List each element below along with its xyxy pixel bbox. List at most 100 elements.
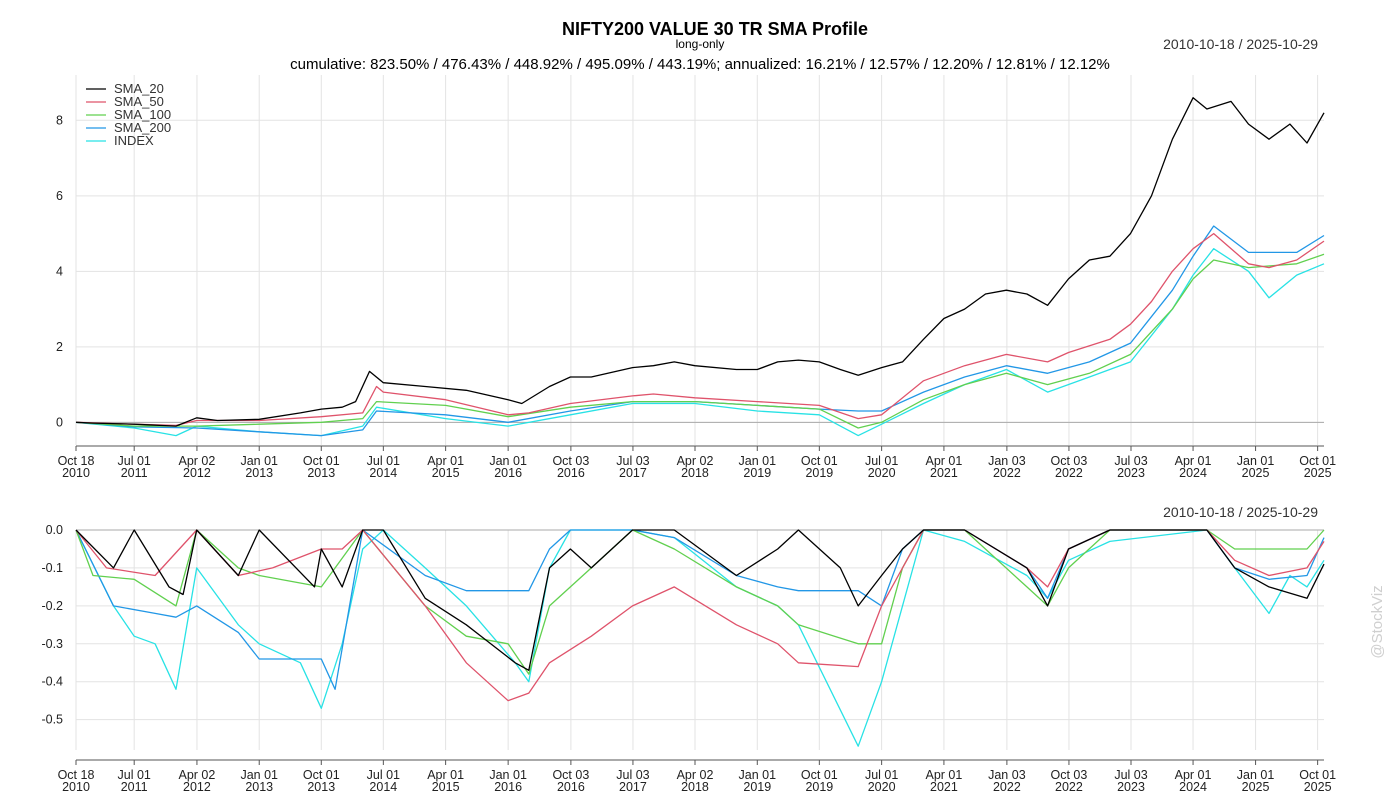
x-tick-year-label: 2021 — [930, 466, 958, 480]
stats-line: cumulative: 823.50% / 476.43% / 448.92% … — [290, 56, 1110, 73]
date-range-bottom: 2010-10-18 / 2025-10-29 — [1163, 504, 1318, 520]
x-tick-label: Oct 03 — [552, 768, 589, 782]
x-tick-label: Oct 03 — [1051, 768, 1088, 782]
y-tick-label: -0.1 — [41, 561, 63, 575]
y-tick-label: 6 — [56, 189, 63, 203]
x-tick-year-label: 2022 — [1055, 780, 1083, 794]
chart-title: NIFTY200 VALUE 30 TR SMA Profile — [562, 19, 868, 39]
x-tick-label: Jan 01 — [1237, 454, 1275, 468]
x-tick-label: Oct 01 — [801, 768, 838, 782]
grid — [75, 75, 1324, 445]
x-tick-label: Jul 01 — [367, 768, 400, 782]
x-tick-label: Jul 01 — [865, 454, 898, 468]
watermark: @StockViz — [1369, 585, 1386, 658]
x-tick-label: Oct 03 — [552, 454, 589, 468]
x-tick-label: Jan 01 — [1237, 768, 1275, 782]
chart-subtitle: long-only — [676, 37, 725, 51]
x-tick-label: Jan 03 — [988, 768, 1026, 782]
x-tick-label: Apr 01 — [427, 454, 464, 468]
x-tick-year-label: 2018 — [681, 780, 709, 794]
x-tick-label: Apr 01 — [925, 454, 962, 468]
x-tick-year-label: 2024 — [1179, 466, 1207, 480]
x-tick-year-label: 2025 — [1304, 466, 1332, 480]
legend-label: SMA_50 — [114, 94, 164, 109]
x-tick-label: Jul 03 — [616, 768, 649, 782]
x-tick-year-label: 2013 — [307, 466, 335, 480]
x-tick-label: Jan 01 — [739, 454, 777, 468]
x-tick-label: Oct 01 — [303, 768, 340, 782]
x-tick-year-label: 2014 — [369, 780, 397, 794]
series-line-sma-50 — [75, 529, 1325, 702]
x-tick-label: Jul 01 — [118, 454, 151, 468]
x-tick-label: Apr 02 — [179, 454, 216, 468]
series-line-sma-50 — [75, 232, 1325, 427]
x-tick-year-label: 2014 — [369, 466, 397, 480]
x-tick-year-label: 2016 — [494, 466, 522, 480]
x-tick-label: Apr 02 — [677, 454, 714, 468]
x-tick-label: Jan 01 — [240, 454, 278, 468]
x-tick-year-label: 2019 — [743, 780, 771, 794]
x-tick-year-label: 2016 — [494, 780, 522, 794]
y-tick-label: -0.5 — [41, 713, 63, 727]
x-tick-label: Oct 18 — [58, 768, 95, 782]
x-tick-year-label: 2010 — [62, 780, 90, 794]
x-tick-label: Jul 01 — [118, 768, 151, 782]
x-tick-label: Jul 03 — [616, 454, 649, 468]
series-line-sma-200 — [75, 529, 1325, 690]
x-tick-label: Jul 03 — [1114, 454, 1147, 468]
x-tick-year-label: 2020 — [868, 780, 896, 794]
x-tick-year-label: 2024 — [1179, 780, 1207, 794]
x-tick-year-label: 2012 — [183, 466, 211, 480]
x-tick-label: Oct 01 — [303, 454, 340, 468]
x-tick-year-label: 2013 — [245, 780, 273, 794]
x-tick-label: Jul 03 — [1114, 768, 1147, 782]
series-line-sma-20 — [75, 529, 1325, 671]
x-tick-year-label: 2025 — [1242, 466, 1270, 480]
series-line-index — [75, 248, 1325, 437]
x-tick-label: Apr 01 — [925, 768, 962, 782]
x-tick-year-label: 2011 — [121, 780, 148, 794]
x-tick-year-label: 2025 — [1304, 780, 1332, 794]
x-tick-label: Jan 01 — [240, 768, 278, 782]
legend-label: SMA_100 — [114, 107, 171, 122]
x-tick-year-label: 2019 — [805, 780, 833, 794]
series-line-index — [75, 529, 1325, 747]
x-tick-label: Oct 18 — [58, 454, 95, 468]
x-tick-year-label: 2011 — [121, 466, 148, 480]
x-tick-label: Jan 01 — [489, 454, 527, 468]
x-tick-label: Apr 01 — [1175, 768, 1212, 782]
y-tick-label: -0.4 — [41, 675, 63, 689]
x-tick-year-label: 2018 — [681, 466, 709, 480]
y-tick-label: -0.3 — [41, 637, 63, 651]
x-tick-label: Apr 02 — [179, 768, 216, 782]
x-tick-year-label: 2023 — [1117, 466, 1145, 480]
series-line-sma-200 — [75, 225, 1325, 437]
x-tick-year-label: 2020 — [868, 466, 896, 480]
y-tick-label: -0.2 — [41, 599, 63, 613]
x-tick-year-label: 2015 — [432, 466, 460, 480]
x-tick-label: Oct 01 — [1299, 454, 1336, 468]
x-tick-year-label: 2013 — [307, 780, 335, 794]
date-range-top: 2010-10-18 / 2025-10-29 — [1163, 36, 1318, 52]
x-tick-year-label: 2015 — [432, 780, 460, 794]
series-line-sma-20 — [75, 97, 1325, 427]
grid — [75, 529, 1324, 750]
x-tick-year-label: 2022 — [1055, 466, 1083, 480]
x-tick-label: Jul 01 — [367, 454, 400, 468]
legend-label: SMA_200 — [114, 120, 171, 135]
x-tick-year-label: 2019 — [743, 466, 771, 480]
x-tick-year-label: 2013 — [245, 466, 273, 480]
legend-label: SMA_20 — [114, 81, 164, 96]
x-tick-label: Apr 01 — [427, 768, 464, 782]
x-tick-label: Oct 03 — [1051, 454, 1088, 468]
y-tick-label: 4 — [56, 264, 63, 278]
series-line-sma-100 — [75, 253, 1325, 429]
x-tick-label: Jan 01 — [739, 768, 777, 782]
x-tick-year-label: 2016 — [557, 780, 585, 794]
x-tick-year-label: 2017 — [619, 780, 647, 794]
